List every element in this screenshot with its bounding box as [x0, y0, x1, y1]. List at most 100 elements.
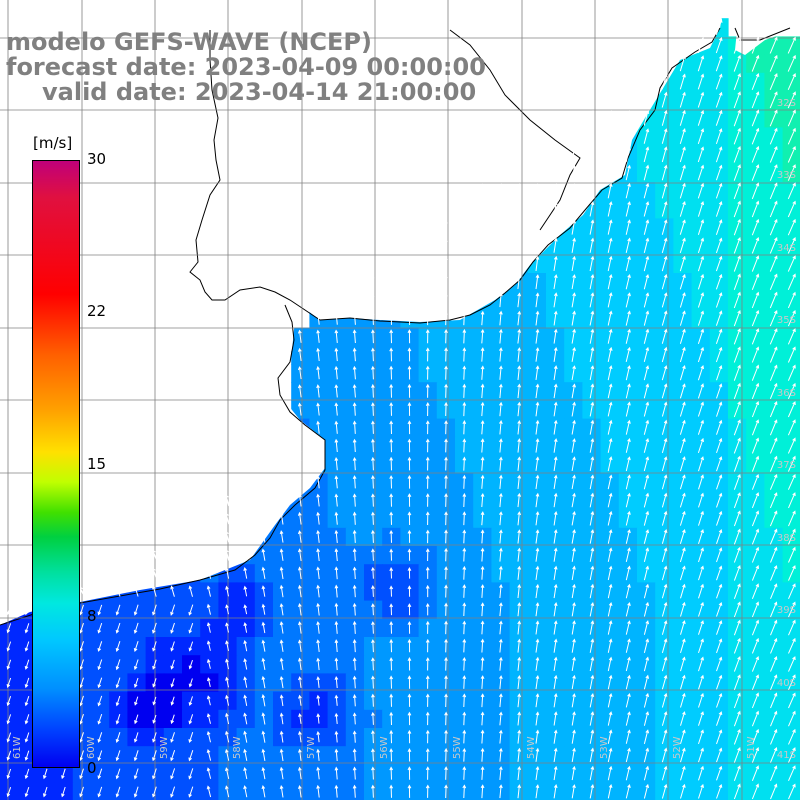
wind-arrow [625, 201, 631, 217]
wind-arrow [316, 420, 320, 434]
wind-arrow [607, 91, 613, 108]
wind-arrow [733, 145, 741, 163]
wind-arrow [589, 656, 595, 672]
wind-arrow [769, 328, 778, 345]
wind-arrow [769, 200, 778, 218]
wind-arrow [6, 605, 12, 616]
wind-arrow [769, 218, 778, 236]
wind-arrow [462, 511, 467, 526]
wind-arrow [571, 529, 576, 544]
longitude-label: 55W [452, 736, 463, 759]
wind-arrow [553, 164, 558, 181]
wind-arrow [498, 565, 503, 580]
wind-arrow [225, 748, 230, 761]
wind-arrow [517, 602, 522, 617]
wind-arrow [371, 438, 375, 453]
wind-arrow [625, 692, 631, 708]
wind-arrow [643, 146, 650, 163]
wind-arrow [407, 766, 412, 780]
wind-arrow [680, 601, 686, 617]
wind-arrow [553, 620, 558, 635]
wind-arrow [225, 694, 230, 706]
wind-arrow [261, 694, 266, 707]
wind-arrow [261, 785, 266, 798]
wind-arrow [697, 292, 705, 308]
wind-arrow [498, 347, 503, 362]
latitude-label: 40S [776, 678, 796, 689]
wind-arrow [571, 656, 576, 671]
wind-arrow [407, 329, 412, 344]
wind-arrow [425, 401, 430, 417]
wind-arrow [716, 656, 723, 672]
wind-arrow [751, 145, 760, 163]
wind-arrow [316, 402, 320, 416]
wind-arrow [261, 511, 266, 525]
wind-arrow [571, 146, 576, 162]
wind-arrow [279, 712, 284, 725]
wind-arrow [206, 566, 212, 579]
wind-arrow [499, 183, 503, 199]
wind-arrow [261, 585, 266, 597]
wind-arrow [517, 292, 522, 308]
wind-arrow [279, 475, 284, 489]
wind-arrow [352, 694, 357, 707]
wind-arrow [371, 730, 375, 744]
wind-arrow [625, 638, 631, 653]
wind-arrow [679, 164, 686, 181]
wind-arrow [589, 401, 595, 417]
wind-arrow [553, 365, 558, 381]
wind-arrow [679, 437, 686, 454]
longitude-label: 52W [672, 736, 683, 759]
wind-arrow [170, 714, 175, 725]
longitude-label: 60W [86, 736, 97, 759]
wind-arrow [480, 602, 485, 617]
wind-arrow [535, 638, 540, 653]
wind-arrow [389, 657, 394, 671]
wind-arrow [279, 639, 284, 652]
wind-arrow [480, 584, 485, 598]
wind-arrow [751, 109, 760, 127]
wind-arrow [751, 200, 760, 218]
wind-arrow [97, 567, 103, 579]
wind-arrow [769, 164, 778, 181]
wind-arrow [371, 347, 375, 362]
wind-arrow [97, 641, 103, 652]
wind-arrow [279, 784, 284, 798]
wind-arrow [462, 693, 467, 708]
wind-arrow [607, 201, 613, 217]
wind-arrow [679, 237, 686, 254]
wind-arrow [788, 510, 796, 527]
wind-arrow [607, 456, 613, 472]
wind-arrow [517, 529, 522, 544]
wind-arrow [133, 549, 139, 561]
wind-arrow [733, 419, 741, 436]
wind-arrow [643, 91, 650, 108]
wind-arrow [661, 711, 668, 726]
wind-arrow [297, 548, 302, 561]
wind-arrow [298, 694, 302, 706]
wind-arrow [298, 712, 302, 724]
wind-arrow [733, 674, 741, 690]
wind-arrow [444, 784, 448, 799]
wind-arrow [371, 383, 375, 398]
wind-arrow [716, 620, 723, 635]
wind-arrow [643, 419, 650, 435]
wind-arrow [607, 492, 613, 508]
wind-arrow [553, 547, 558, 562]
wind-arrow [316, 365, 320, 380]
wind-arrow [661, 365, 668, 381]
wind-arrow [225, 767, 230, 780]
land-polygon [0, 0, 325, 625]
wind-arrow [480, 784, 485, 799]
wind-arrow [389, 402, 394, 416]
wind-arrow [371, 621, 375, 634]
wind-arrow [352, 675, 357, 689]
wind-arrow [498, 620, 503, 635]
wind-arrow [715, 219, 723, 235]
wind-arrow [571, 474, 576, 490]
wind-arrow [770, 565, 778, 581]
wind-arrow [680, 711, 686, 726]
wind-arrow [498, 274, 503, 289]
wind-arrow [553, 693, 558, 708]
